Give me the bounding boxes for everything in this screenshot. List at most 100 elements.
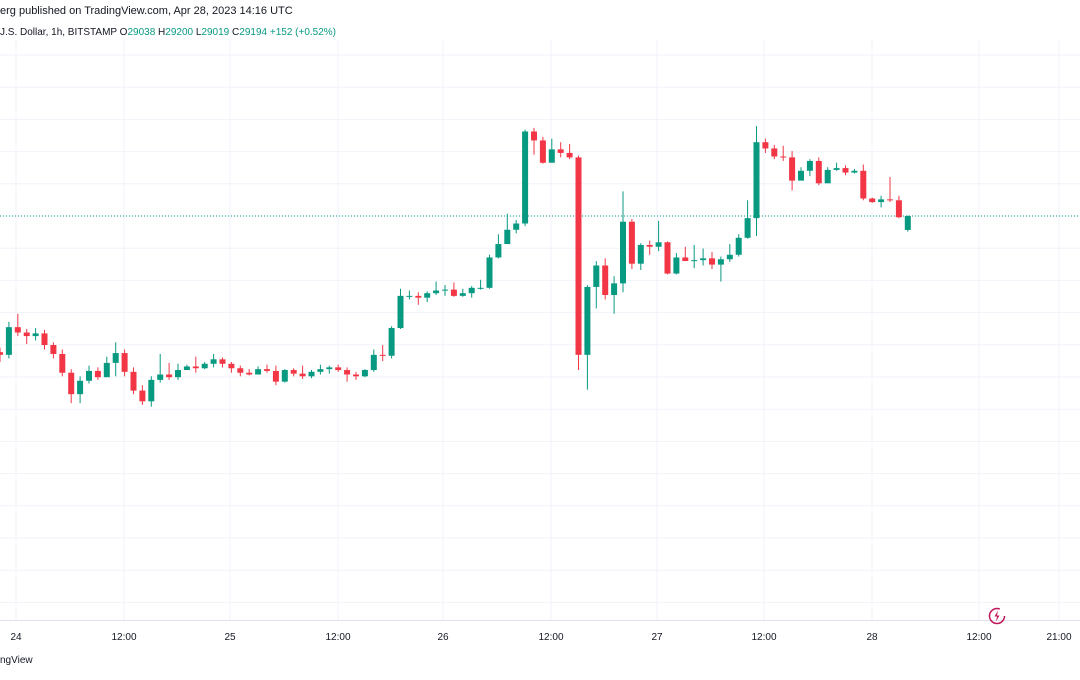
candle[interactable] xyxy=(789,151,796,191)
candle[interactable] xyxy=(32,328,39,341)
candle[interactable] xyxy=(14,313,21,337)
candle[interactable] xyxy=(0,347,3,362)
candle[interactable] xyxy=(673,252,680,275)
candle[interactable] xyxy=(851,169,858,174)
candle[interactable] xyxy=(620,191,626,293)
candle[interactable] xyxy=(121,349,128,377)
candle[interactable] xyxy=(299,365,306,379)
candle[interactable] xyxy=(139,385,146,405)
candle[interactable] xyxy=(477,279,484,290)
candle[interactable] xyxy=(815,157,822,186)
candle[interactable] xyxy=(842,165,849,176)
candle[interactable] xyxy=(290,368,297,377)
candle[interactable] xyxy=(869,197,876,203)
candle[interactable] xyxy=(691,244,698,269)
candle[interactable] xyxy=(709,252,715,270)
candle[interactable] xyxy=(726,244,733,262)
candle[interactable] xyxy=(103,356,110,378)
candle[interactable] xyxy=(682,246,689,262)
candle[interactable] xyxy=(806,159,813,177)
candle[interactable] xyxy=(611,276,618,314)
candle[interactable] xyxy=(255,366,262,375)
candle[interactable] xyxy=(486,254,493,289)
candle[interactable] xyxy=(370,349,377,372)
candle[interactable] xyxy=(317,364,324,375)
candle[interactable] xyxy=(335,364,342,372)
candle[interactable] xyxy=(744,200,751,239)
candle[interactable] xyxy=(584,285,591,390)
candle[interactable] xyxy=(68,369,75,404)
candle[interactable] xyxy=(166,362,173,380)
candle[interactable] xyxy=(379,345,386,362)
candle[interactable] xyxy=(219,357,226,368)
candle[interactable] xyxy=(887,177,893,203)
candle[interactable] xyxy=(904,215,911,232)
candle[interactable] xyxy=(762,138,769,153)
candle[interactable] xyxy=(664,241,671,275)
candle[interactable] xyxy=(433,281,440,295)
candle[interactable] xyxy=(628,219,635,270)
candle[interactable] xyxy=(513,219,520,234)
candle[interactable] xyxy=(192,356,199,373)
candle[interactable] xyxy=(50,342,57,359)
candle[interactable] xyxy=(157,353,164,383)
candle[interactable] xyxy=(637,243,644,270)
candle[interactable] xyxy=(148,376,155,407)
candle[interactable] xyxy=(798,167,804,181)
candle[interactable] xyxy=(94,367,101,380)
candle[interactable] xyxy=(575,155,582,371)
candle[interactable] xyxy=(406,290,413,300)
candle[interactable] xyxy=(23,328,30,345)
candle[interactable] xyxy=(308,370,315,379)
candle[interactable] xyxy=(183,364,190,371)
candle[interactable] xyxy=(655,220,662,252)
candle[interactable] xyxy=(353,371,359,380)
candle[interactable] xyxy=(495,234,502,259)
candle[interactable] xyxy=(860,164,867,201)
candle[interactable] xyxy=(771,144,778,160)
candle[interactable] xyxy=(246,369,253,376)
candle[interactable] xyxy=(415,292,422,305)
candle[interactable] xyxy=(522,129,529,227)
candle[interactable] xyxy=(646,240,653,255)
candle[interactable] xyxy=(397,288,404,329)
candle[interactable] xyxy=(77,376,84,404)
candle[interactable] xyxy=(717,256,724,282)
candle[interactable] xyxy=(344,367,351,382)
candle[interactable] xyxy=(388,326,395,359)
candle[interactable] xyxy=(281,369,288,383)
candle[interactable] xyxy=(228,361,235,373)
candle[interactable] xyxy=(459,288,466,297)
candle[interactable] xyxy=(424,291,431,303)
candle[interactable] xyxy=(112,342,119,377)
candle[interactable] xyxy=(59,349,66,377)
candle[interactable] xyxy=(878,195,885,208)
candle[interactable] xyxy=(735,234,742,257)
candle[interactable] xyxy=(504,213,511,245)
candle[interactable] xyxy=(86,365,92,384)
candle[interactable] xyxy=(539,136,546,164)
candle[interactable] xyxy=(210,353,217,368)
candle[interactable] xyxy=(201,361,208,370)
candle[interactable] xyxy=(450,282,457,297)
candle[interactable] xyxy=(5,321,12,359)
candle[interactable] xyxy=(264,364,270,373)
candle[interactable] xyxy=(780,145,787,161)
candle[interactable] xyxy=(557,142,564,158)
candle[interactable] xyxy=(442,285,448,296)
candle[interactable] xyxy=(272,365,279,386)
candle[interactable] xyxy=(237,365,244,377)
candle[interactable] xyxy=(602,258,609,300)
candle[interactable] xyxy=(468,286,475,298)
candle[interactable] xyxy=(361,369,368,378)
candle[interactable] xyxy=(593,261,600,309)
lightning-alert-icon[interactable] xyxy=(988,607,1006,625)
candle[interactable] xyxy=(700,248,707,266)
candle[interactable] xyxy=(824,167,831,184)
candle[interactable] xyxy=(41,329,48,350)
candle[interactable] xyxy=(531,127,537,155)
candle[interactable] xyxy=(895,195,902,219)
candle[interactable] xyxy=(833,162,840,171)
